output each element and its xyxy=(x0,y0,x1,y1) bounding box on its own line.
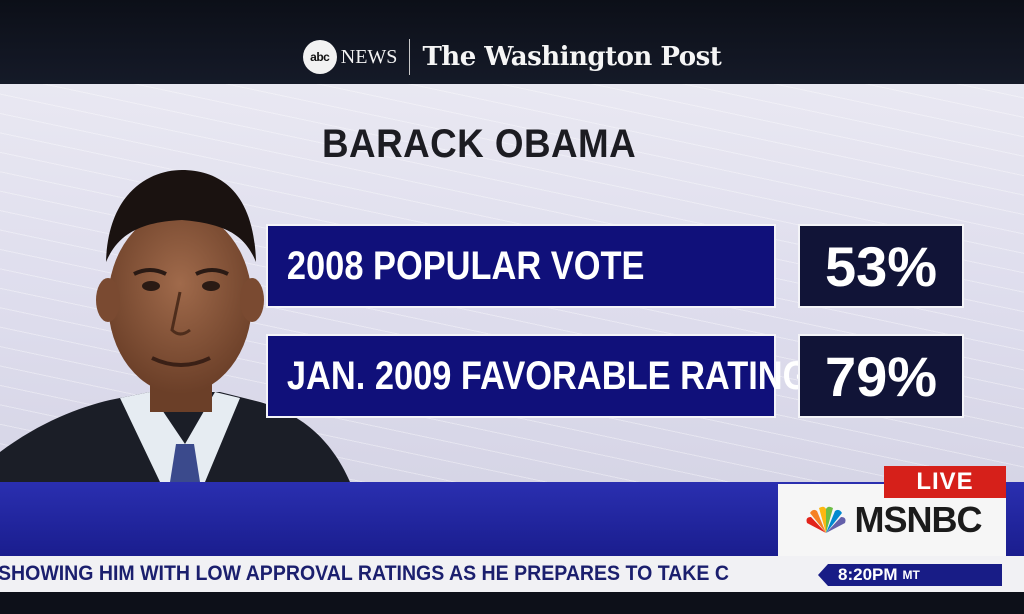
clock-badge: 8:20PM MT xyxy=(818,564,1002,586)
stat-label-favorable-rating: JAN. 2009 FAVORABLE RATING xyxy=(266,334,809,418)
brand-bar: abc NEWS The Washington Post xyxy=(0,30,1024,84)
abc-news-wordmark: NEWS xyxy=(340,45,398,68)
tv-frame-bottom xyxy=(0,592,1024,614)
peacock-feather-6 xyxy=(825,517,845,533)
abc-logo: abc xyxy=(302,40,337,74)
peacock-feather-3 xyxy=(818,506,826,533)
washington-post-wordmark: The Washington Post xyxy=(422,42,722,72)
peacock-feather-5 xyxy=(825,509,842,533)
peacock-icon xyxy=(806,506,845,533)
portrait-photo xyxy=(0,170,350,482)
tv-frame-top xyxy=(0,0,1024,84)
stat-label-popular-vote: 2008 POPULAR VOTE xyxy=(266,224,776,308)
live-badge: LIVE xyxy=(884,466,1006,498)
stat-value-popular-vote: 53% xyxy=(798,224,964,308)
poll-graphic: BARACK OBAMA 2008 POPULAR VOTE 53% JAN. … xyxy=(0,84,1024,482)
stat-value-favorable-rating: 79% xyxy=(798,334,964,418)
clock-time: 8:20PM xyxy=(838,565,898,584)
graphic-title: BARACK OBAMA xyxy=(322,122,637,166)
brand-divider xyxy=(409,39,411,75)
peacock-feather-2 xyxy=(809,509,826,533)
ticker-text: SHOWING HIM WITH LOW APPROVAL RATINGS AS… xyxy=(0,562,729,585)
clock-zone: MT xyxy=(902,568,920,582)
msnbc-wordmark: MSNBC xyxy=(854,499,983,540)
peacock-feather-1 xyxy=(806,517,826,533)
peacock-feather-4 xyxy=(825,506,833,533)
